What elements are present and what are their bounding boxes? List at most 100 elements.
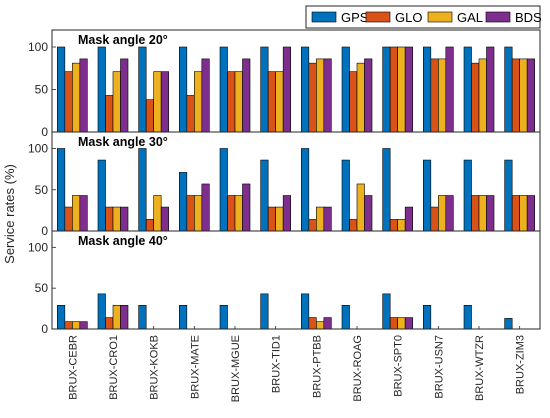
bar-glo-brux-kokb bbox=[145, 99, 154, 133]
x-tick-label-brux-tid1: BRUX-TID1 bbox=[271, 335, 283, 393]
chart-panels: 0 50 100 Mask angle 20° 0 50 100 Mask angle 30°… bbox=[28, 29, 541, 336]
legend-swatch-glo bbox=[365, 11, 391, 23]
bar-gps-brux-spt0 bbox=[382, 148, 391, 232]
bar-gal-brux-mgue bbox=[234, 195, 243, 232]
bar-gal-brux-cro1 bbox=[112, 71, 121, 133]
bar-gal-brux-zim3 bbox=[519, 58, 528, 133]
bar-bds-brux-cebr bbox=[79, 321, 88, 330]
y-tick-label: 100 bbox=[28, 40, 48, 54]
panel-title: Mask angle 40° bbox=[78, 234, 168, 248]
x-tick-label-brux-mgue: BRUX-MGUE bbox=[230, 335, 242, 402]
bar-gps-brux-roag bbox=[341, 159, 350, 232]
bar-gps-brux-kokb bbox=[138, 148, 147, 232]
bar-gps-brux-usn7 bbox=[423, 46, 432, 133]
x-tick-labels: BRUX-CEBR BRUX-CRO1 BRUX-KOKB BRUX-MATE BRUX… bbox=[67, 335, 526, 402]
bar-gal-brux-cro1 bbox=[112, 305, 121, 330]
bar-gal-brux-mate bbox=[194, 71, 203, 133]
bar-bds-brux-mgue bbox=[242, 183, 251, 232]
legend-swatch-gps bbox=[311, 11, 337, 23]
bar-gps-brux-ptbb bbox=[301, 148, 310, 232]
plot-area bbox=[52, 30, 540, 132]
bar-gps-brux-spt0 bbox=[382, 293, 391, 330]
bar-gal-brux-usn7 bbox=[438, 195, 447, 232]
x-tick-label-brux-spt0: BRUX-SPT0 bbox=[393, 335, 405, 397]
bar-gps-brux-roag bbox=[341, 46, 350, 133]
bar-gal-brux-spt0 bbox=[397, 317, 406, 330]
bar-glo-brux-cebr bbox=[64, 321, 73, 330]
bar-bds-brux-roag bbox=[364, 195, 373, 232]
bar-gps-brux-kokb bbox=[138, 46, 147, 133]
bar-gal-brux-tid1 bbox=[275, 206, 284, 232]
bar-gps-brux-wtzr bbox=[463, 46, 472, 133]
bar-gal-brux-spt0 bbox=[397, 219, 406, 232]
panel-title: Mask angle 30° bbox=[78, 135, 168, 149]
bar-gal-brux-cebr bbox=[72, 195, 81, 232]
bar-glo-brux-cro1 bbox=[105, 206, 114, 232]
bar-gps-brux-cebr bbox=[57, 148, 66, 232]
plot-area bbox=[52, 231, 540, 329]
bar-bds-brux-kokb bbox=[160, 206, 169, 232]
x-tick-label-brux-mate: BRUX-MATE bbox=[189, 335, 201, 399]
bar-glo-brux-roag bbox=[349, 71, 358, 133]
x-tick-label-brux-ptbb: BRUX-PTBB bbox=[311, 335, 323, 398]
bar-gal-brux-mgue bbox=[234, 71, 243, 133]
x-tick-label-brux-wtzr: BRUX-WTZR bbox=[474, 335, 486, 401]
panel-title: Mask angle 20° bbox=[78, 33, 168, 47]
legend-label-gal: GAL bbox=[457, 10, 483, 25]
y-tick-label: 50 bbox=[35, 83, 49, 97]
x-tick-label-brux-kokb: BRUX-KOKB bbox=[149, 335, 161, 400]
bar-glo-brux-usn7 bbox=[430, 206, 439, 232]
bar-glo-brux-cebr bbox=[64, 71, 73, 133]
bar-gps-brux-ptbb bbox=[301, 293, 310, 330]
bar-gps-brux-mate bbox=[179, 172, 188, 232]
bar-gps-brux-roag bbox=[341, 305, 350, 330]
bar-gps-brux-mgue bbox=[219, 148, 228, 232]
legend-box bbox=[305, 5, 541, 29]
bar-gal-brux-roag bbox=[356, 183, 365, 232]
x-tick-label-brux-usn7: BRUX-USN7 bbox=[433, 335, 445, 399]
bar-glo-brux-ptbb bbox=[308, 62, 317, 133]
bar-bds-brux-cebr bbox=[79, 195, 88, 232]
bar-bds-brux-spt0 bbox=[404, 206, 413, 232]
bar-bds-brux-cro1 bbox=[120, 58, 129, 133]
y-tick-label: 100 bbox=[28, 240, 48, 254]
y-axis-label: Service rates (%) bbox=[2, 164, 17, 264]
bar-glo-brux-wtzr bbox=[471, 195, 480, 232]
bar-bds-brux-ptbb bbox=[323, 58, 332, 133]
bar-gps-brux-tid1 bbox=[260, 293, 269, 330]
bar-gal-brux-wtzr bbox=[478, 58, 487, 133]
x-tick-label-brux-cebr: BRUX-CEBR bbox=[67, 335, 79, 400]
bar-gps-brux-cro1 bbox=[97, 293, 106, 330]
bar-bds-brux-spt0 bbox=[404, 46, 413, 133]
bar-bds-brux-cro1 bbox=[120, 305, 129, 330]
bar-glo-brux-mate bbox=[186, 95, 195, 133]
bar-bds-brux-kokb bbox=[160, 71, 169, 133]
bar-bds-brux-wtzr bbox=[486, 46, 495, 133]
bar-gps-brux-wtzr bbox=[463, 159, 472, 232]
bar-bds-brux-mgue bbox=[242, 58, 251, 133]
panel-3: 0 50 100 Mask angle 40° bbox=[28, 230, 541, 336]
bar-bds-brux-zim3 bbox=[526, 195, 535, 232]
bar-gal-brux-tid1 bbox=[275, 71, 284, 133]
bar-bds-brux-tid1 bbox=[282, 195, 291, 232]
bar-glo-brux-cro1 bbox=[105, 317, 114, 330]
bar-gal-brux-ptbb bbox=[316, 58, 325, 133]
bar-gal-brux-cro1 bbox=[112, 206, 121, 232]
bar-gal-brux-zim3 bbox=[519, 195, 528, 232]
bar-gps-brux-mgue bbox=[219, 305, 228, 330]
bar-gal-brux-kokb bbox=[153, 195, 162, 232]
bar-bds-brux-mate bbox=[201, 183, 210, 232]
y-tick-label: 100 bbox=[28, 142, 48, 156]
bar-gal-brux-roag bbox=[356, 62, 365, 133]
bar-gps-brux-usn7 bbox=[423, 305, 432, 330]
bar-gps-brux-cebr bbox=[57, 305, 66, 330]
bar-bds-brux-ptbb bbox=[323, 206, 332, 232]
bar-gal-brux-usn7 bbox=[438, 58, 447, 133]
bar-bds-brux-wtzr bbox=[486, 195, 495, 232]
bar-gps-brux-wtzr bbox=[463, 305, 472, 330]
panel-2: 0 50 100 Mask angle 30° bbox=[28, 131, 541, 238]
bar-gal-brux-kokb bbox=[153, 71, 162, 133]
bar-gal-brux-wtzr bbox=[478, 195, 487, 232]
bar-glo-brux-usn7 bbox=[430, 58, 439, 133]
bar-bds-brux-usn7 bbox=[445, 46, 454, 133]
